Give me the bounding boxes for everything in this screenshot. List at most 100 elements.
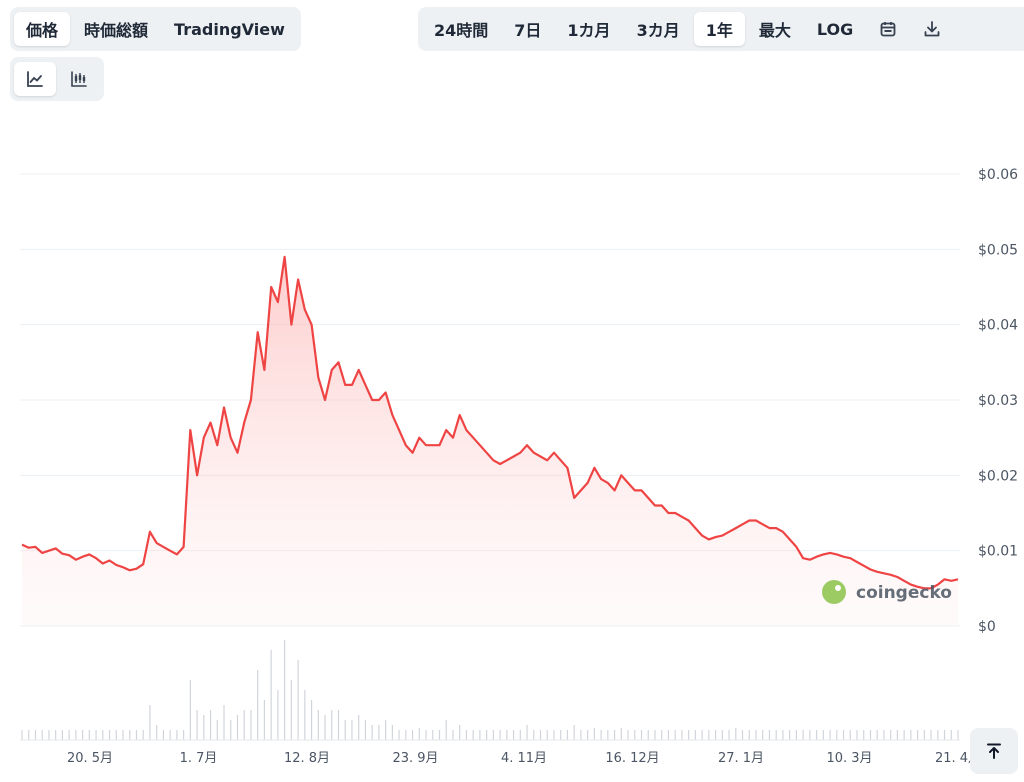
volume-bar: [411, 730, 414, 740]
volume-bar: [209, 710, 212, 740]
volume-bar: [795, 730, 797, 740]
scroll-top-button[interactable]: [970, 728, 1018, 774]
tab-tradingview[interactable]: TradingView: [174, 19, 285, 39]
volume-bar: [842, 730, 845, 740]
volume-bar: [115, 730, 117, 740]
volume-bar: [654, 730, 656, 740]
volume-bar: [317, 710, 319, 740]
x-tick-label: 21. 4月: [935, 751, 981, 766]
volume-bar: [196, 710, 198, 740]
volume-bar: [856, 730, 858, 740]
volume-bar: [640, 730, 643, 740]
calendar-icon: [880, 22, 896, 37]
range-1m[interactable]: 1カ月: [567, 21, 611, 40]
x-tick-label: 10. 3月: [826, 751, 872, 766]
volume-bar: [593, 728, 595, 740]
volume-bar: [667, 730, 670, 740]
volume-bar: [836, 730, 838, 740]
volume-bar: [923, 730, 925, 740]
volume-bar: [459, 725, 461, 740]
volume-bar: [48, 730, 50, 740]
price-area: [22, 256, 958, 626]
volume-bar: [290, 680, 292, 740]
y-tick-label: $0.04: [978, 318, 1018, 334]
volume-bar: [519, 730, 521, 740]
volume-bar: [634, 730, 636, 740]
x-tick-label: 1. 7月: [180, 751, 218, 766]
range-1y[interactable]: 1年: [693, 12, 745, 46]
volume-bar: [378, 725, 380, 740]
range-3m[interactable]: 3カ月: [636, 21, 680, 40]
volume-bar: [149, 705, 151, 740]
volume-bar: [432, 730, 434, 740]
volume-bar: [863, 730, 865, 740]
volume-bar: [108, 730, 111, 740]
volume-bar: [364, 720, 367, 740]
range-max[interactable]: 最大: [758, 21, 791, 40]
volume-bar: [425, 730, 427, 740]
calendar-button[interactable]: [867, 12, 909, 46]
volume-bar: [438, 730, 441, 740]
volume-bar: [849, 730, 851, 740]
volume-bar: [613, 730, 616, 740]
volume-bar: [607, 730, 609, 740]
volume-bar: [890, 730, 892, 740]
line-view-button[interactable]: [14, 62, 56, 96]
volume-bar: [61, 730, 64, 740]
volume-bar: [236, 715, 239, 740]
volume-bar: [358, 715, 360, 740]
volume-bar: [526, 725, 528, 740]
volume-bar: [344, 720, 346, 740]
volume-bar: [28, 730, 30, 740]
volume-bar: [802, 730, 804, 740]
volume-bar: [741, 730, 744, 740]
volume-bar: [479, 730, 481, 740]
volume-bar: [647, 730, 649, 740]
volume-bar: [883, 730, 885, 740]
download-button[interactable]: [911, 12, 953, 46]
volume-bars: [21, 640, 959, 740]
volume-bar: [768, 730, 771, 740]
chart-type-tabs: 価格 時価総額 TradingView: [10, 7, 301, 51]
candlestick-view-button[interactable]: [58, 62, 100, 96]
volume-bar: [351, 720, 353, 740]
volume-bar: [708, 730, 710, 740]
volume-bar: [304, 690, 306, 740]
volume-bar: [41, 730, 43, 740]
volume-bar: [169, 730, 171, 740]
volume-bar: [815, 730, 818, 740]
volume-bar: [546, 730, 548, 740]
volume-bar: [183, 730, 185, 740]
volume-bar: [809, 730, 811, 740]
volume-bar: [472, 730, 474, 740]
tab-price[interactable]: 価格: [14, 12, 71, 46]
range-log[interactable]: LOG: [816, 19, 854, 39]
volume-bar: [701, 730, 703, 740]
watermark-text: coingecko: [856, 583, 952, 603]
volume-bar: [916, 730, 919, 740]
x-tick-label: 20. 5月: [67, 751, 113, 766]
volume-bar: [405, 730, 407, 740]
volume-bar: [391, 725, 393, 740]
volume-bar: [506, 730, 508, 740]
volume-bar: [775, 730, 777, 740]
volume-bar: [755, 730, 757, 740]
volume-bar: [950, 730, 952, 740]
volume-bar: [681, 730, 683, 740]
range-7d[interactable]: 7日: [514, 21, 542, 40]
y-tick-label: $0.02: [978, 468, 1018, 484]
volume-bar: [257, 670, 259, 740]
volume-bar: [829, 730, 831, 740]
volume-bar: [620, 728, 622, 740]
volume-bar: [714, 730, 717, 740]
x-tick-label: 23. 9月: [392, 751, 438, 766]
volume-bar: [129, 730, 131, 740]
volume-bar: [553, 730, 555, 740]
volume-bar: [55, 730, 57, 740]
range-24h[interactable]: 24時間: [434, 21, 489, 40]
volume-bar: [75, 730, 77, 740]
price-chart: $0 $0.01 $0.02 $0.03 $0.04 $0.05 $0.06 20. 5月 1…: [20, 167, 1018, 766]
y-tick-label: $0.01: [978, 544, 1018, 560]
volume-bar: [297, 660, 299, 740]
tab-market-cap[interactable]: 時価総額: [84, 21, 149, 40]
